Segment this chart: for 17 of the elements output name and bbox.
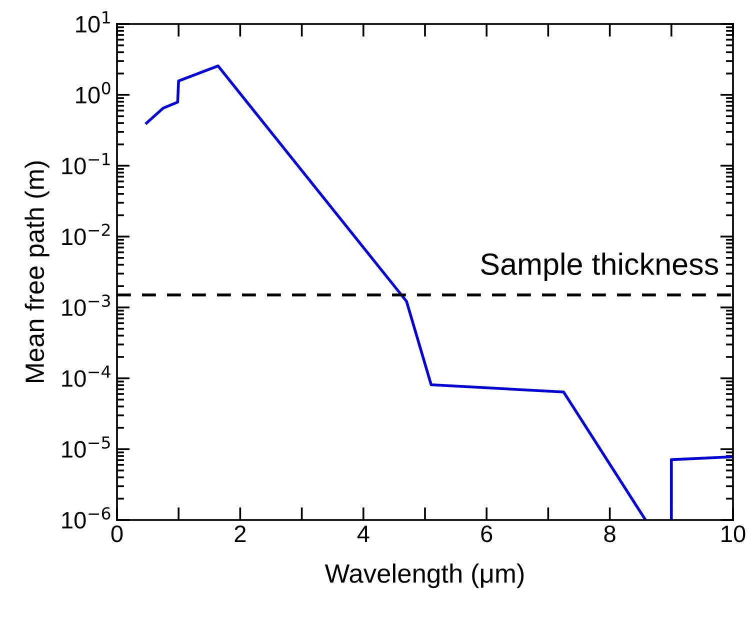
x-axis-title: Wavelength (μm) bbox=[324, 564, 524, 588]
x-tick-label: 4 bbox=[357, 526, 370, 542]
y-tick-label: 10$^{−6}$ bbox=[62, 507, 110, 529]
y-tick-label: 10$^{1}$ bbox=[76, 11, 110, 33]
x-tick-label: 10 bbox=[722, 525, 746, 542]
x-tick-label: 0 bbox=[111, 525, 123, 542]
y-tick-label: 10$^{−1}$ bbox=[62, 153, 110, 174]
y-tick-label: 10$^{−3}$ bbox=[62, 294, 110, 316]
y-axis-title: Mean free path (m) bbox=[24, 161, 50, 382]
y-tick-label: 10$^{−5}$ bbox=[62, 436, 110, 458]
legend-label: Sample thickness bbox=[481, 252, 718, 282]
x-tick-label: 8 bbox=[604, 525, 616, 542]
y-tick-label: 10$^{−2}$ bbox=[62, 224, 110, 246]
x-tick-label: 2 bbox=[234, 525, 246, 542]
y-tick-label: 10$^{−4}$ bbox=[62, 366, 110, 387]
y-tick-label: 10$^{0}$ bbox=[76, 82, 110, 104]
x-tick-label: 6 bbox=[481, 525, 492, 542]
